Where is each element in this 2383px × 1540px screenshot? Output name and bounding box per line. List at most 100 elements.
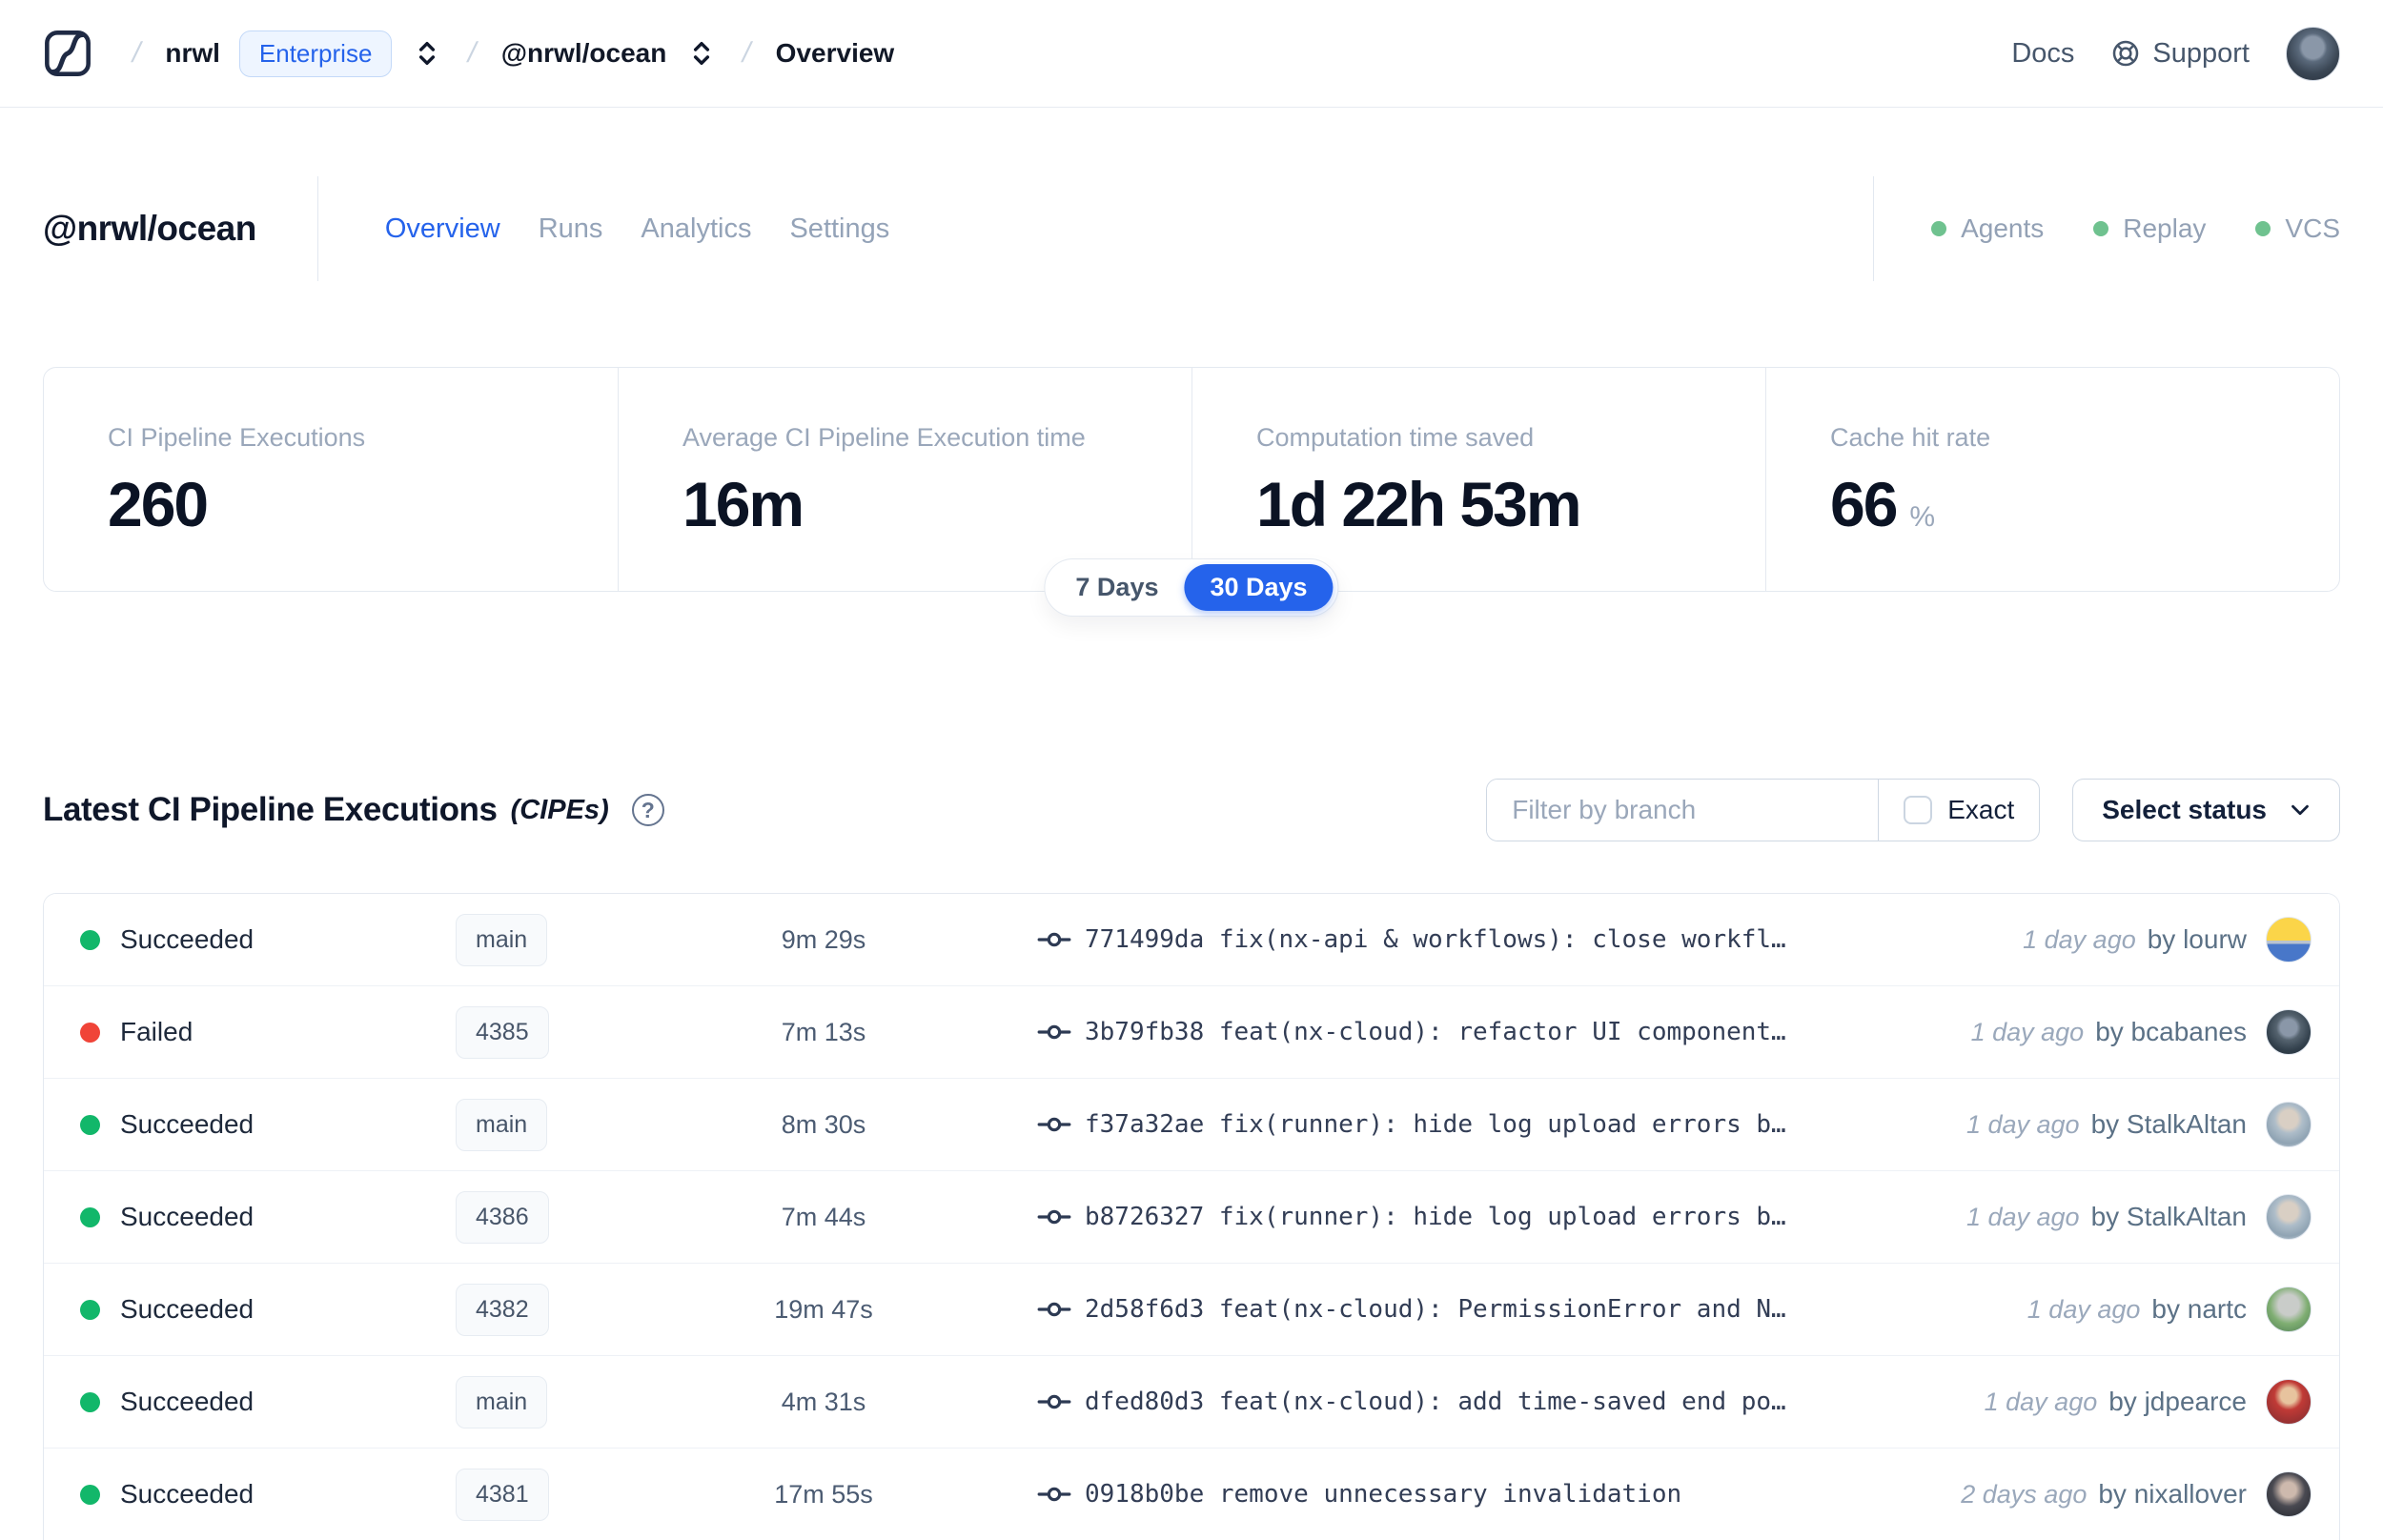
stat-card-cache-hit-rate: Cache hit rate 66 % xyxy=(1765,368,2339,591)
table-row[interactable]: Succeeded 4381 17m 55s 0918b0be remove u… xyxy=(44,1449,2339,1540)
status-link-vcs[interactable]: VCS xyxy=(2255,213,2340,244)
branch-badge: 4382 xyxy=(456,1283,549,1336)
breadcrumb-separator: / xyxy=(465,37,480,69)
table-row[interactable]: Succeeded main 4m 31s dfed80d3 feat(nx-c… xyxy=(44,1356,2339,1449)
page-title: @nrwl/ocean xyxy=(43,209,256,248)
workspace-switcher-chevrons-icon[interactable] xyxy=(685,37,718,70)
stat-card-avg-execution-time: Average CI Pipeline Execution time 16m xyxy=(618,368,1192,591)
status-select-dropdown[interactable]: Select status xyxy=(2072,779,2340,841)
time-ago: 1 day ago xyxy=(1965,1110,2080,1139)
table-row[interactable]: Succeeded 4382 19m 47s 2d58f6d3 feat(nx-… xyxy=(44,1264,2339,1356)
git-commit-icon xyxy=(1037,1487,1071,1502)
integration-statuses: Agents Replay VCS xyxy=(1873,176,2340,281)
stat-card-time-saved: Computation time saved 1d 22h 53m xyxy=(1192,368,1765,591)
support-label: Support xyxy=(2152,37,2250,69)
run-status-dot-icon xyxy=(80,929,100,950)
breadcrumb-org[interactable]: nrwl xyxy=(165,38,220,68)
tab-overview[interactable]: Overview xyxy=(384,213,500,244)
commit-message: dfed80d3 feat(nx-cloud): add time-saved … xyxy=(1085,1388,1786,1416)
branch-badge: 4385 xyxy=(456,1005,549,1059)
commit-message: 3b79fb38 feat(nx-cloud): refactor UI com… xyxy=(1085,1018,1786,1046)
nx-cloud-logo[interactable] xyxy=(43,26,92,81)
exact-checkbox[interactable] xyxy=(1904,796,1933,824)
tab-settings[interactable]: Settings xyxy=(789,213,890,244)
breadcrumb-separator: / xyxy=(129,37,144,69)
run-duration: 4m 31s xyxy=(781,1387,866,1416)
table-row[interactable]: Succeeded main 9m 29s 771499da fix(nx-ap… xyxy=(44,894,2339,986)
time-ago: 1 day ago xyxy=(1970,1018,2085,1046)
run-status-label: Succeeded xyxy=(120,1387,255,1416)
status-label: Replay xyxy=(2123,213,2207,243)
avatar xyxy=(2266,1379,2312,1425)
stat-value: 260 xyxy=(108,468,599,540)
help-icon[interactable]: ? xyxy=(631,794,664,826)
avatar xyxy=(2266,1471,2312,1517)
branch-filter-input[interactable] xyxy=(1487,780,1879,841)
branch-filter-group: Exact xyxy=(1486,779,2041,841)
breadcrumb-separator: / xyxy=(739,37,755,69)
avatar xyxy=(2266,1009,2312,1055)
status-label: Agents xyxy=(1961,213,2045,243)
status-link-replay[interactable]: Replay xyxy=(2093,213,2206,244)
run-meta: 1 day ago by jdpearce xyxy=(1985,1387,2247,1417)
run-status-label: Succeeded xyxy=(120,924,255,954)
stat-label: CI Pipeline Executions xyxy=(108,423,366,452)
top-nav: / nrwl Enterprise / @nrwl/ocean / Overvi… xyxy=(0,0,2383,108)
tab-analytics[interactable]: Analytics xyxy=(641,213,752,244)
enterprise-badge[interactable]: Enterprise xyxy=(238,30,393,77)
author: by nixallover xyxy=(2098,1479,2247,1509)
table-row[interactable]: Succeeded main 8m 30s f37a32ae fix(runne… xyxy=(44,1079,2339,1171)
run-status-dot-icon xyxy=(80,1114,100,1135)
table-row[interactable]: Failed 4385 7m 13s 3b79fb38 feat(nx-clou… xyxy=(44,986,2339,1079)
time-ago: 1 day ago xyxy=(2027,1295,2141,1324)
run-duration: 9m 29s xyxy=(781,924,866,954)
git-commit-icon xyxy=(1037,932,1071,947)
status-dot-icon xyxy=(2093,221,2109,236)
lifebuoy-icon xyxy=(2113,40,2139,67)
divider xyxy=(316,176,318,281)
status-dot-icon xyxy=(1931,221,1947,236)
range-option-30-days[interactable]: 30 Days xyxy=(1184,564,1334,611)
git-commit-icon xyxy=(1037,1024,1071,1040)
author: by bcabanes xyxy=(2095,1017,2247,1046)
exact-label: Exact xyxy=(1947,795,2015,824)
run-status-dot-icon xyxy=(80,1299,100,1320)
table-row[interactable]: Succeeded 4386 7m 44s b8726327 fix(runne… xyxy=(44,1171,2339,1264)
time-ago: 2 days ago xyxy=(1961,1480,2088,1509)
commit-message: 2d58f6d3 feat(nx-cloud): PermissionError… xyxy=(1085,1295,1786,1324)
exact-match-toggle[interactable]: Exact xyxy=(1878,780,2039,841)
run-status-label: Succeeded xyxy=(120,1294,255,1324)
status-link-agents[interactable]: Agents xyxy=(1931,213,2044,244)
breadcrumb: / nrwl Enterprise / @nrwl/ocean / Overvi… xyxy=(129,30,894,77)
stat-number: 260 xyxy=(108,469,209,539)
status-label: VCS xyxy=(2285,213,2340,243)
run-meta: 1 day ago by StalkAltan xyxy=(1966,1109,2247,1140)
tab-runs[interactable]: Runs xyxy=(538,213,603,244)
avatar xyxy=(2266,1287,2312,1332)
git-commit-icon xyxy=(1037,1209,1071,1225)
run-status-dot-icon xyxy=(80,1484,100,1505)
cipe-table: Succeeded main 9m 29s 771499da fix(nx-ap… xyxy=(43,893,2340,1540)
stat-value: 66 % xyxy=(1830,468,2320,540)
run-status-label: Succeeded xyxy=(120,1202,255,1231)
commit-message: 771499da fix(nx-api & workflows): close … xyxy=(1085,925,1786,954)
workspace-header: @nrwl/ocean Overview Runs Analytics Setting… xyxy=(43,176,2340,281)
chevron-down-icon xyxy=(2291,804,2309,816)
branch-badge: main xyxy=(456,1375,548,1429)
range-option-7-days[interactable]: 7 Days xyxy=(1075,573,1159,601)
support-link[interactable]: Support xyxy=(2110,38,2250,70)
divider xyxy=(1873,176,1875,281)
author: by nartc xyxy=(2151,1294,2247,1324)
author: by lourw xyxy=(2147,924,2247,954)
org-switcher-chevrons-icon[interactable] xyxy=(411,37,443,70)
stat-label: Computation time saved xyxy=(1256,423,1535,452)
stat-card-ci-executions: CI Pipeline Executions 260 xyxy=(44,368,618,591)
user-avatar[interactable] xyxy=(2286,26,2340,81)
time-ago: 1 day ago xyxy=(1965,1203,2080,1231)
commit-message: 0918b0be remove unnecessary invalidation xyxy=(1085,1480,1682,1509)
docs-link[interactable]: Docs xyxy=(2011,37,2075,69)
run-duration: 7m 44s xyxy=(781,1202,866,1231)
breadcrumb-workspace[interactable]: @nrwl/ocean xyxy=(500,38,667,68)
author: by StalkAltan xyxy=(2090,1202,2247,1231)
branch-badge: main xyxy=(456,913,548,966)
